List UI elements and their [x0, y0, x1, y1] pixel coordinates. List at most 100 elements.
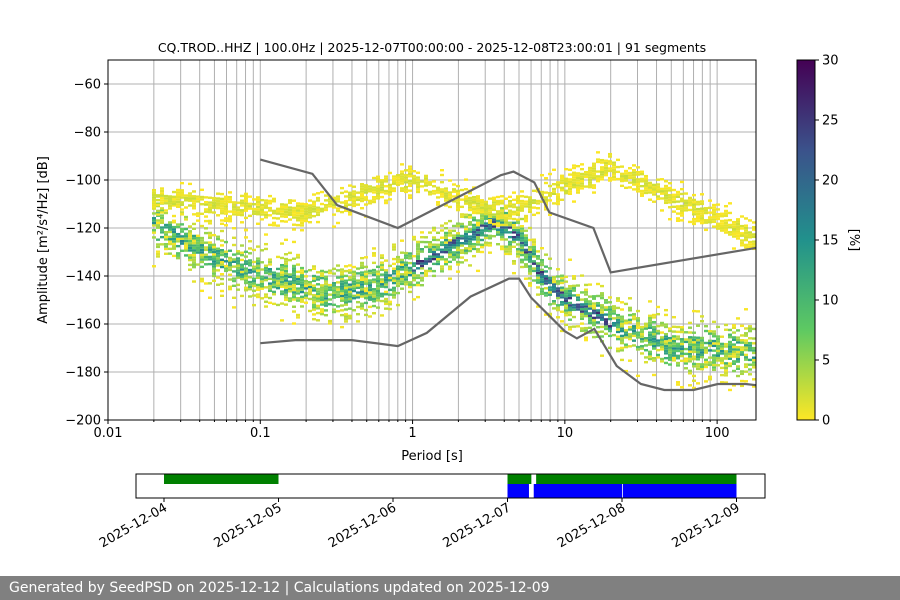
- density-cell: [376, 296, 380, 300]
- density-cell: [196, 244, 200, 247]
- density-cell: [268, 270, 272, 273]
- density-cell: [532, 240, 536, 244]
- density-cell: [264, 213, 268, 217]
- density-cell: [172, 225, 176, 229]
- density-cell: [476, 219, 480, 222]
- density-cell: [520, 258, 524, 262]
- density-cell: [260, 285, 264, 288]
- density-cell: [448, 248, 452, 252]
- density-cell: [352, 199, 356, 203]
- density-cell: [420, 185, 424, 188]
- density-cell: [728, 357, 732, 360]
- data-available-bar: [507, 474, 532, 484]
- density-cell: [620, 339, 624, 342]
- density-cell: [632, 332, 636, 335]
- density-cell: [664, 325, 668, 329]
- density-cell: [456, 253, 460, 257]
- density-cell: [716, 342, 720, 345]
- density-cell: [344, 293, 348, 297]
- density-cell: [432, 243, 436, 246]
- density-cell: [464, 178, 468, 181]
- density-cell: [484, 205, 488, 208]
- density-cell: [704, 365, 708, 369]
- density-cell: [220, 202, 224, 205]
- density-cell: [572, 173, 576, 177]
- density-cell: [204, 241, 208, 244]
- density-cell: [524, 243, 528, 247]
- density-cell: [404, 273, 408, 276]
- density-cell: [296, 204, 300, 208]
- density-cell: [228, 256, 232, 260]
- density-cell: [388, 276, 392, 280]
- density-cell: [180, 189, 184, 192]
- density-cell: [488, 225, 492, 228]
- density-cell: [272, 273, 276, 277]
- density-cell: [340, 309, 344, 312]
- density-cell: [468, 206, 472, 209]
- density-cell: [608, 301, 612, 304]
- density-cell: [644, 177, 648, 180]
- density-cell: [292, 286, 296, 289]
- density-cell: [308, 297, 312, 301]
- density-cell: [560, 293, 564, 297]
- density-cell: [276, 210, 280, 213]
- density-cell: [436, 186, 440, 190]
- density-cell: [516, 213, 520, 217]
- density-cell: [648, 326, 652, 330]
- density-cell: [396, 277, 400, 280]
- density-cell: [372, 297, 376, 301]
- density-cell: [464, 225, 468, 228]
- density-cell: [184, 206, 188, 209]
- density-cell: [344, 291, 348, 294]
- density-cell: [724, 350, 728, 353]
- density-cell: [400, 263, 404, 266]
- density-cell: [584, 338, 588, 342]
- density-cell: [284, 279, 288, 282]
- density-cell: [552, 168, 556, 172]
- density-cell: [496, 214, 500, 218]
- density-cell: [688, 321, 692, 325]
- density-cell: [244, 286, 248, 290]
- density-cell: [512, 203, 516, 206]
- density-cell: [284, 303, 288, 306]
- colorbar-label: [%]: [846, 229, 861, 252]
- density-cell: [316, 275, 320, 279]
- density-cell: [652, 186, 656, 189]
- density-cell: [312, 284, 316, 287]
- density-cell: [332, 296, 336, 299]
- density-cell: [696, 336, 700, 339]
- density-cell: [252, 294, 256, 297]
- density-cell: [232, 210, 236, 214]
- density-cell: [600, 313, 604, 317]
- density-cell: [176, 191, 180, 194]
- density-cell: [188, 197, 192, 200]
- density-cell: [168, 197, 172, 201]
- density-cell: [576, 305, 580, 309]
- density-cell: [616, 158, 620, 162]
- density-cell: [320, 269, 324, 273]
- density-cell: [736, 227, 740, 231]
- density-cell: [160, 196, 164, 200]
- density-cell: [608, 315, 612, 318]
- density-cell: [500, 209, 504, 212]
- density-cell: [284, 296, 288, 299]
- density-cell: [400, 179, 404, 183]
- density-cell: [300, 269, 304, 272]
- density-cell: [324, 203, 328, 207]
- density-cell: [708, 206, 712, 210]
- colorbar-tick-label: 5: [822, 354, 830, 369]
- density-cell: [408, 290, 412, 294]
- density-cell: [176, 232, 180, 236]
- density-cell: [308, 221, 312, 224]
- density-cell: [752, 342, 756, 345]
- density-cell: [216, 206, 220, 210]
- density-cell: [324, 282, 328, 286]
- density-cell: [548, 281, 552, 284]
- density-cell: [588, 321, 592, 325]
- density-cell: [524, 263, 528, 266]
- density-cell: [352, 202, 356, 205]
- density-cell: [324, 290, 328, 293]
- density-cell: [584, 329, 588, 332]
- density-cell: [496, 233, 500, 236]
- density-cell: [404, 188, 408, 191]
